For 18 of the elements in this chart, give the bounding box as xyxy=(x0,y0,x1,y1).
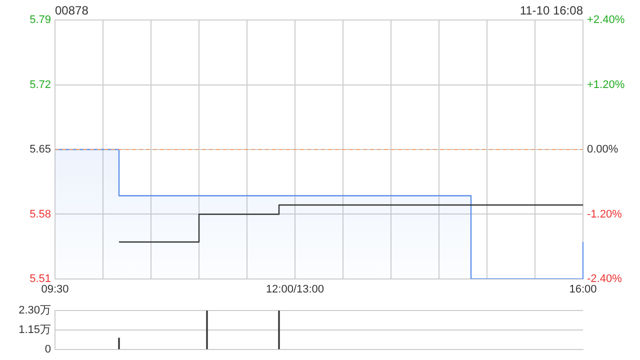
chart-title: 00878 xyxy=(55,3,89,18)
y-tick-label: 5.72 xyxy=(30,78,51,91)
text: 11-10 16:08 xyxy=(520,3,584,18)
y-tick-label: 0 xyxy=(44,343,51,356)
y-tick-label: 5.79 xyxy=(30,14,51,26)
x-tick-label: 16:00 xyxy=(569,284,597,296)
y2-tick-label: -1.20% xyxy=(587,208,622,220)
y2-tick-label: +2.40% xyxy=(587,14,625,26)
y-tick-label: 5.51 xyxy=(30,273,51,286)
x-tick-label: 09:30 xyxy=(41,284,69,296)
y-tick-label: 5.58 xyxy=(30,208,51,220)
y2-tick-label: -2.40% xyxy=(587,273,622,286)
y2-tick-label: +1.20% xyxy=(587,78,625,91)
y-tick-label: 5.65 xyxy=(30,144,51,156)
x-tick-label: 12:00/13:00 xyxy=(266,284,324,296)
y-tick-label: 2.30万 xyxy=(18,304,51,317)
y-tick-label: 1.15万 xyxy=(18,324,51,336)
y2-tick-label: 0.00% xyxy=(587,144,618,156)
